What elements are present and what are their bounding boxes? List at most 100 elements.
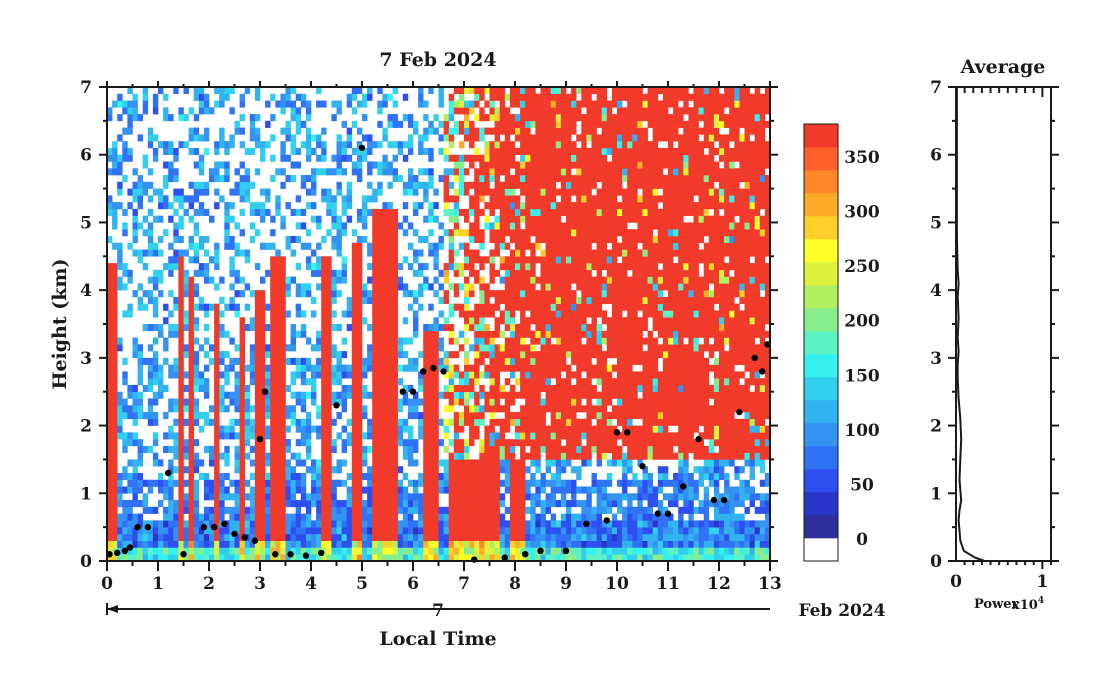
heatmap-cell <box>214 242 220 250</box>
heatmap-cell <box>448 378 455 386</box>
heatmap-cell <box>509 161 516 169</box>
heatmap-cell <box>275 290 281 298</box>
heatmap-cell <box>372 242 378 250</box>
heatmap-cell <box>132 472 138 481</box>
heatmap-cell <box>142 290 149 298</box>
heatmap-cell <box>351 351 358 359</box>
heatmap-cell <box>560 466 567 474</box>
heatmap-cell <box>423 527 429 535</box>
heatmap-cell <box>280 378 286 386</box>
heatmap-cell <box>346 439 353 447</box>
heatmap-cell <box>132 554 138 562</box>
heatmap-cell <box>356 249 363 257</box>
heatmap-cell <box>214 439 220 447</box>
heatmap-cell <box>622 208 628 216</box>
heatmap-cell <box>555 249 562 257</box>
heatmap-cell <box>203 208 210 216</box>
heatmap-cell <box>525 222 531 230</box>
heatmap-cell <box>367 540 373 548</box>
heatmap-cell <box>586 310 592 318</box>
heatmap-cell <box>214 141 220 149</box>
heatmap-cell <box>571 527 577 535</box>
heatmap-cell <box>443 276 449 284</box>
heatmap-cell <box>504 452 511 460</box>
heatmap-cell <box>402 317 409 325</box>
heatmap-cell <box>464 303 470 311</box>
heatmap-cell <box>295 107 302 115</box>
heatmap-cell <box>474 513 480 521</box>
heatmap-cell <box>504 520 511 528</box>
heatmap-cell <box>571 371 577 379</box>
heatmap-cell <box>362 459 368 467</box>
heatmap-cell <box>448 364 455 372</box>
heatmap-cell <box>474 405 480 413</box>
heatmap-cell <box>300 500 307 508</box>
heatmap-cell <box>509 87 516 95</box>
heatmap-cell <box>448 235 455 244</box>
heatmap-cell <box>576 432 582 440</box>
heatmap-cell <box>504 202 511 210</box>
heatmap-cell <box>397 466 404 474</box>
heatmap-cell <box>586 378 592 386</box>
heatmap-cell <box>428 168 434 176</box>
heatmap-cell <box>331 195 337 203</box>
heatmap-cell <box>336 161 342 169</box>
heatmap-cell <box>107 303 113 311</box>
heatmap-cell <box>260 439 266 447</box>
heatmap-cell <box>576 283 582 291</box>
heatmap-cell <box>254 296 261 304</box>
heatmap-cell <box>443 324 449 332</box>
heatmap-cell <box>183 114 189 122</box>
heatmap-cell <box>622 547 628 555</box>
heatmap-cell <box>622 452 628 460</box>
heatmap-cell <box>443 479 449 487</box>
heatmap-cell <box>555 202 562 210</box>
heatmap-cell <box>239 161 245 169</box>
heatmap-cell <box>382 161 388 169</box>
heatmap-cell <box>397 364 404 372</box>
heatmap-cell <box>591 344 597 352</box>
heatmap-cell <box>489 459 495 467</box>
heatmap-cell <box>606 351 613 359</box>
heatmap-cell <box>596 371 602 379</box>
heatmap-cell <box>142 357 149 365</box>
heatmap-cell <box>545 181 551 189</box>
heatmap-cell <box>479 472 485 481</box>
heatmap-cell <box>392 222 398 230</box>
heatmap-cell <box>489 384 495 393</box>
heatmap-cell <box>178 547 184 555</box>
heatmap-cell <box>112 445 118 453</box>
heatmap-cell <box>341 154 347 162</box>
heatmap-cell <box>285 344 291 352</box>
heatmap-cell <box>499 533 506 541</box>
heatmap-cell <box>540 472 546 481</box>
heatmap-cell <box>377 100 383 108</box>
heatmap-cell <box>586 242 592 250</box>
heatmap-cell <box>443 168 449 176</box>
heatmap-cell <box>326 398 332 406</box>
heatmap-cell <box>173 324 179 332</box>
heatmap-cell <box>254 520 261 528</box>
heatmap-cell <box>275 324 281 332</box>
heatmap-cell <box>581 317 587 325</box>
heatmap-cell <box>402 445 409 453</box>
heatmap-cell <box>305 533 312 541</box>
heatmap-cell <box>540 520 546 528</box>
heatmap-cell <box>112 290 118 298</box>
heatmap-cell <box>178 500 184 508</box>
heatmap-cell <box>224 432 230 440</box>
heatmap-cell <box>265 479 271 487</box>
heatmap-cell <box>489 208 495 216</box>
heatmap-cell <box>356 276 363 284</box>
heatmap-cell <box>515 87 521 95</box>
heatmap-cell <box>576 486 582 494</box>
heatmap-cell <box>127 242 133 250</box>
heatmap-cell <box>305 188 312 196</box>
heatmap-cell <box>326 269 332 277</box>
heatmap-cell <box>249 344 256 352</box>
heatmap-cell <box>321 364 327 372</box>
heatmap-cell <box>290 87 296 95</box>
heatmap-cell <box>545 229 551 237</box>
heatmap-cell <box>448 351 455 359</box>
heatmap-cell <box>576 317 582 325</box>
